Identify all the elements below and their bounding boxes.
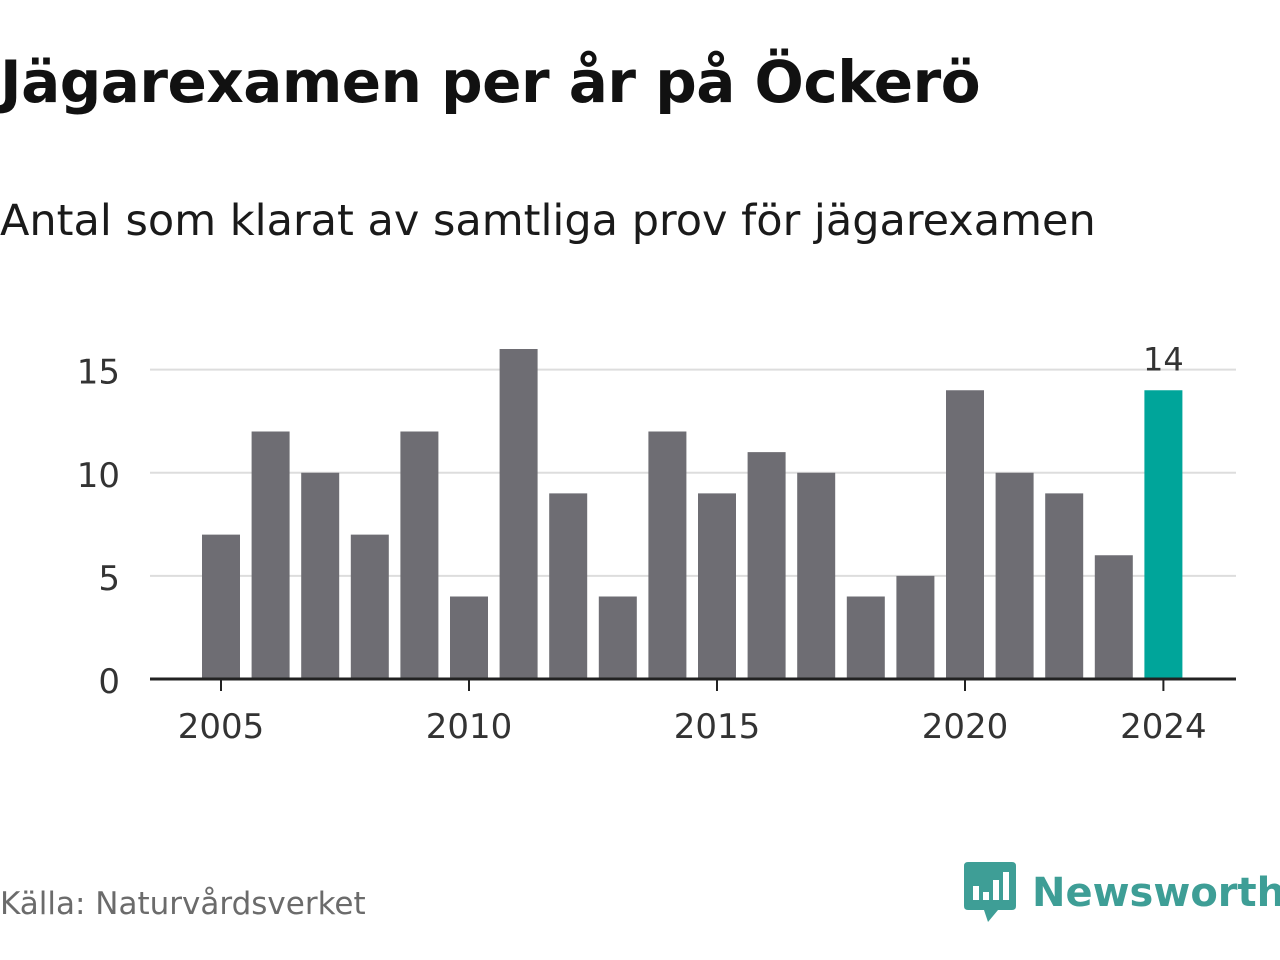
x-tick-label: 2020 bbox=[922, 707, 1009, 747]
bar bbox=[1144, 390, 1183, 679]
brand-logo: Newsworthy bbox=[964, 862, 1280, 924]
bar bbox=[400, 431, 439, 679]
bar bbox=[350, 534, 389, 679]
bar-chart: 0 5 10 15 14 2005 2010 2015 2020 2024 bbox=[77, 340, 1236, 747]
y-tick-label: 10 bbox=[77, 456, 120, 496]
bar bbox=[896, 575, 935, 679]
source-note: Källa: Naturvårdsverket bbox=[0, 886, 366, 922]
bar bbox=[747, 452, 786, 679]
bar bbox=[450, 596, 488, 679]
bar bbox=[202, 534, 240, 679]
bar bbox=[797, 472, 836, 679]
chart-subtitle: Antal som klarat av samtliga prov för jä… bbox=[0, 196, 1096, 246]
bar bbox=[1045, 493, 1084, 679]
bar bbox=[549, 493, 588, 679]
bar bbox=[251, 431, 290, 679]
newsworthy-logo-icon bbox=[964, 862, 1016, 922]
brand-name: Newsworthy bbox=[1032, 870, 1280, 916]
x-tick-label: 2015 bbox=[674, 707, 761, 747]
bar bbox=[598, 596, 637, 679]
chart-title: Jägarexamen per år på Öckerö bbox=[0, 48, 981, 116]
bar-value-label: 14 bbox=[1143, 340, 1184, 378]
bar bbox=[846, 596, 885, 679]
bar bbox=[995, 472, 1034, 679]
bar bbox=[499, 349, 538, 679]
bar bbox=[301, 472, 340, 679]
bar bbox=[946, 390, 984, 679]
y-tick-label: 5 bbox=[98, 559, 120, 599]
x-tick-label: 2005 bbox=[178, 707, 265, 747]
x-tick-label: 2010 bbox=[426, 707, 513, 747]
bar bbox=[648, 431, 687, 679]
bar bbox=[698, 493, 736, 679]
bar bbox=[1094, 555, 1133, 679]
y-tick-label: 15 bbox=[77, 353, 120, 393]
x-tick-label: 2024 bbox=[1120, 707, 1207, 747]
y-tick-label: 0 bbox=[98, 662, 120, 702]
